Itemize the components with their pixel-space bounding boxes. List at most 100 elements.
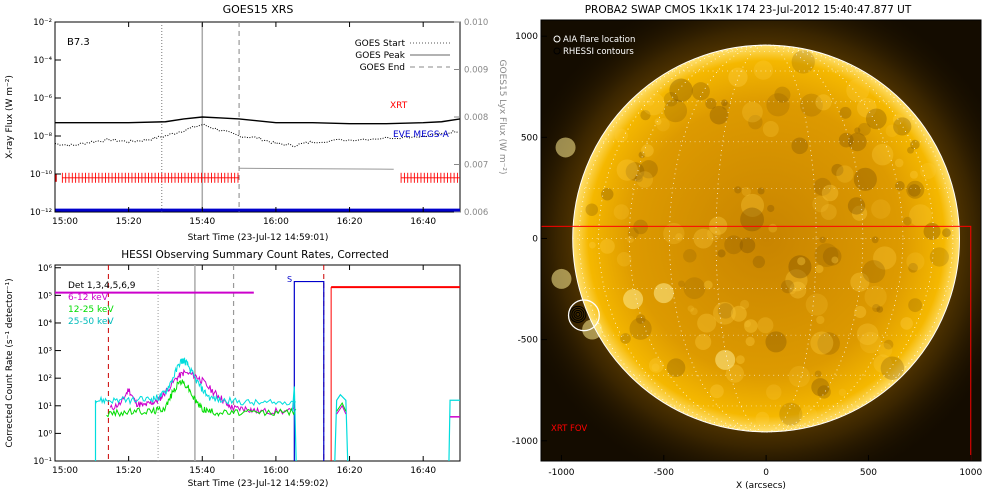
- swap-texture-blob: [876, 305, 884, 313]
- hessi-y-tick-label: 10³: [38, 347, 52, 357]
- hessi-series-25-50 keV: [95, 357, 296, 407]
- swap-texture-blob: [831, 163, 844, 176]
- swap-texture-blob: [768, 223, 778, 233]
- swap-bright-region: [623, 289, 644, 310]
- swap-texture-blob: [693, 228, 714, 249]
- swap-texture-blob: [663, 99, 688, 123]
- swap-texture-blob: [847, 197, 866, 215]
- swap-texture-blob: [585, 203, 599, 216]
- swap-texture-blob: [805, 293, 828, 316]
- hessi-legend: Det 1,3,4,5,6,9 6-12 keV 12-25 keV 25-50…: [68, 281, 136, 327]
- swap-legend-rhessi: RHESSI contours: [563, 47, 634, 57]
- goes-y2-tick-label: 0.010: [464, 18, 488, 28]
- swap-bright-region: [653, 283, 674, 304]
- swap-texture-blob: [791, 50, 815, 74]
- swap-rhessi-contour: [571, 307, 585, 321]
- swap-texture-blob: [788, 286, 796, 295]
- goes-x-tick-label: 16:40: [410, 217, 436, 227]
- swap-texture-blob: [779, 402, 803, 426]
- hessi-legend-6-12: 6-12 keV: [68, 293, 109, 303]
- goes-ylabel: X-ray Flux (W m⁻²): [5, 75, 15, 159]
- swap-grid-longitude: [669, 44, 864, 433]
- swap-texture-blob: [687, 305, 695, 312]
- swap-texture-blob: [908, 262, 918, 273]
- swap-texture-blob: [873, 354, 893, 373]
- swap-texture-blob: [871, 199, 891, 219]
- swap-texture-blob: [785, 269, 808, 292]
- swap-texture-blob: [620, 333, 631, 344]
- swap-texture-blob: [648, 358, 664, 373]
- goes-legend-peak: GOES Peak: [355, 51, 405, 61]
- swap-title: PROBA2 SWAP CMOS 1Kx1K 174 23-Jul-2012 1…: [585, 4, 912, 16]
- swap-texture-blob: [774, 86, 791, 103]
- swap-texture-blob: [821, 184, 839, 202]
- goes-xlabel: Start Time (23-Jul-12 14:59:01): [188, 233, 329, 243]
- swap-plot-frame: [540, 19, 982, 462]
- swap-texture-blob: [895, 181, 905, 191]
- swap-aia-flare-circle: [567, 299, 600, 332]
- swap-texture-blob: [713, 301, 736, 325]
- swap-texture-blob: [877, 343, 893, 358]
- swap-texture-blob: [822, 247, 842, 266]
- swap-texture-blob: [616, 159, 638, 181]
- hessi-cyan-burst-2: [448, 399, 460, 461]
- swap-y-tick-label: -1000: [512, 437, 538, 447]
- swap-texture-blob: [757, 317, 774, 334]
- swap-texture-blob: [923, 222, 941, 240]
- hessi-x-tick-label: 16:40: [410, 466, 436, 476]
- hessi-axes: 15:00 15:20 15:40 16:00 16:20 16:40 10⁻¹ 10⁰ 10¹…: [33, 264, 436, 476]
- swap-texture-blob: [853, 167, 877, 191]
- goes-x-tick-label: 16:20: [337, 217, 363, 227]
- hessi-y-tick-label: 10⁻¹: [33, 457, 52, 467]
- swap-texture-blob: [757, 187, 765, 195]
- swap-fov-label: XRT FOV: [551, 424, 587, 434]
- hessi-x-tick-label: 16:00: [263, 466, 289, 476]
- hessi-mag-burst-1: [336, 404, 347, 415]
- swap-texture-blob: [942, 228, 951, 238]
- swap-texture-blob: [908, 184, 921, 197]
- swap-texture-blob: [613, 204, 630, 220]
- hessi-plot-area: [55, 265, 460, 461]
- swap-texture-blob: [720, 99, 728, 107]
- swap-texture-blob: [871, 143, 894, 166]
- swap-texture-blob: [724, 235, 744, 255]
- swap-texture-blob: [846, 78, 870, 102]
- swap-texture-blob: [864, 285, 887, 309]
- goes-y2-tick-label: 0.006: [464, 208, 488, 218]
- goes-legend-end: GOES End: [360, 63, 405, 73]
- swap-texture-blob: [854, 305, 867, 319]
- swap-texture-blob: [859, 331, 882, 354]
- hessi-legend-title: Det 1,3,4,5,6,9: [68, 281, 136, 291]
- swap-texture-blob: [789, 281, 807, 299]
- swap-texture-blob: [817, 385, 831, 399]
- swap-texture-blob: [903, 216, 912, 226]
- swap-texture-blob: [900, 317, 913, 330]
- swap-texture-blob: [836, 165, 854, 183]
- swap-texture-blob: [839, 106, 852, 119]
- goes-y2-tick-label: 0.008: [464, 113, 488, 123]
- hessi-y-tick-label: 10¹: [38, 402, 52, 412]
- swap-texture-blob: [635, 314, 646, 324]
- swap-texture-blob: [892, 114, 904, 125]
- swap-texture-blob: [709, 105, 729, 125]
- swap-texture-blob: [641, 92, 665, 116]
- goes-y-tick-label: 10⁻⁴: [33, 56, 52, 66]
- goes-x-tick-label: 15:00: [52, 217, 78, 227]
- swap-texture-blob: [920, 162, 937, 179]
- swap-texture-blob: [633, 219, 648, 235]
- swap-texture-blob: [589, 241, 596, 249]
- swap-texture-blob: [744, 319, 758, 333]
- swap-texture-blob: [743, 320, 751, 328]
- swap-texture-blob: [857, 122, 871, 136]
- swap-texture-blob: [838, 132, 854, 148]
- hessi-x-tick-label: 15:20: [116, 466, 142, 476]
- swap-texture-blob: [616, 251, 632, 267]
- swap-texture-blob: [725, 364, 744, 383]
- swap-x-tick-label: -1000: [548, 468, 574, 478]
- swap-texture-blob: [742, 101, 763, 123]
- goes-y2-tick-label: 0.007: [464, 161, 488, 171]
- swap-rhessi-contour: [569, 305, 587, 323]
- swap-texture-blob: [638, 151, 646, 159]
- swap-texture-blob: [893, 117, 912, 136]
- swap-texture-blob: [766, 384, 782, 400]
